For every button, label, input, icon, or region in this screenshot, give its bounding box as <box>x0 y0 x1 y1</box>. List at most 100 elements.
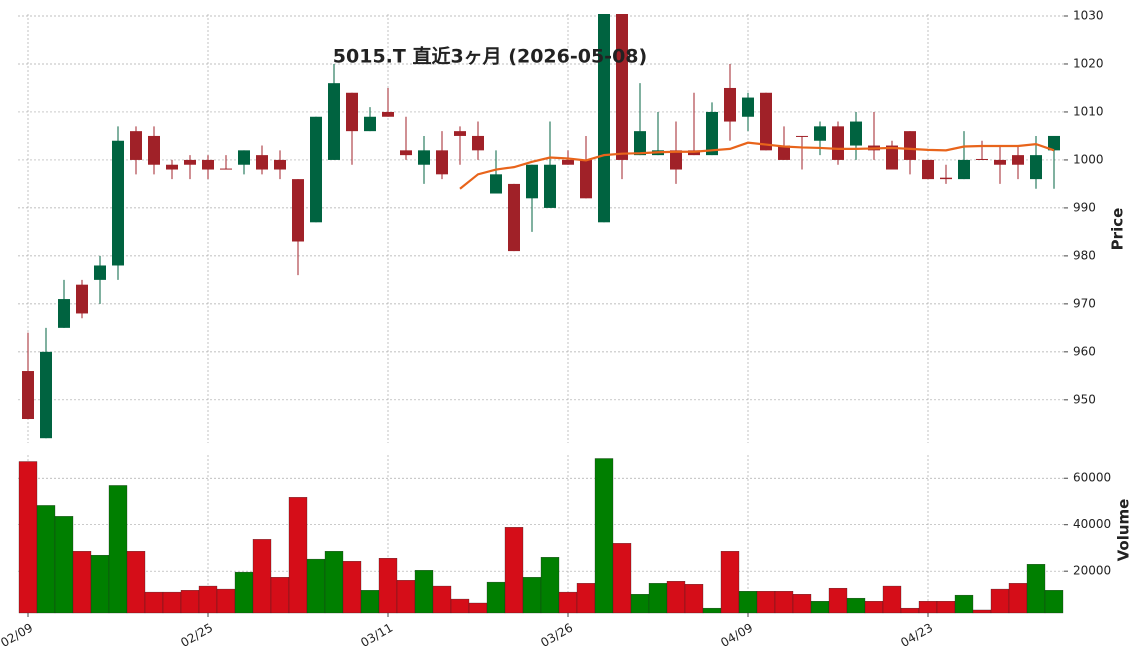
candle-body <box>130 131 142 160</box>
y-tick-label: 1020 <box>1073 56 1104 70</box>
volume-bar <box>522 577 542 614</box>
volume-bar <box>756 591 776 614</box>
volume-bar <box>288 497 308 614</box>
volume-bar <box>468 602 488 614</box>
candle-body <box>382 111 394 117</box>
volume-bar <box>774 591 794 614</box>
volume-bar <box>90 554 110 614</box>
candle-body <box>328 83 340 160</box>
volume-bar <box>792 594 812 614</box>
volume-bar <box>936 601 956 614</box>
volume-bar <box>702 607 722 614</box>
volume-bar <box>414 570 434 614</box>
candle-body <box>256 155 268 170</box>
candle-body <box>40 351 52 439</box>
volume-bar <box>990 588 1010 614</box>
x-tick-label: 02/09 <box>0 621 35 650</box>
volume-axis-label: Volume <box>1115 499 1133 562</box>
volume-bar <box>432 585 452 614</box>
volume-bar <box>306 558 326 614</box>
candle-body <box>490 174 502 194</box>
candle-body <box>238 150 250 165</box>
volume-bar <box>540 557 560 614</box>
x-tick-label: 04/23 <box>898 621 935 650</box>
candle-body <box>220 168 232 170</box>
volume-bar <box>378 558 398 614</box>
moving-average-line <box>459 141 1055 190</box>
x-tick-label: 03/11 <box>358 621 395 650</box>
candle-body <box>94 265 106 280</box>
candle-body <box>562 159 574 165</box>
volume-bar <box>828 587 848 614</box>
candle-body <box>598 14 610 223</box>
candle-body <box>292 179 304 242</box>
volume-bar <box>666 581 686 614</box>
candle-body <box>886 145 898 170</box>
volume-bar <box>270 577 290 614</box>
candle-body <box>202 159 214 170</box>
y-tick-label: 970 <box>1073 296 1096 310</box>
volume-bar <box>720 551 740 614</box>
y-tick-label: 60000 <box>1073 471 1111 485</box>
volume-bar <box>684 584 704 614</box>
volume-bar <box>900 607 920 614</box>
y-tick-label: 1010 <box>1073 104 1104 118</box>
candle-body <box>76 284 88 314</box>
volume-bar <box>1026 564 1046 614</box>
volume-bar <box>396 580 416 614</box>
candle-body <box>904 131 916 160</box>
candle-body <box>148 135 160 165</box>
candle-body <box>580 159 592 199</box>
candle-body <box>22 371 34 420</box>
volume-bar <box>486 581 506 614</box>
chart-title: 5015.T 直近3ヶ月 (2026-05-08) <box>333 45 647 68</box>
candle-body <box>814 126 826 141</box>
volume-bar <box>1008 583 1028 614</box>
candle-body <box>634 131 646 156</box>
volume-bar <box>180 590 200 614</box>
candle-body <box>724 87 736 122</box>
volume-bar <box>1044 590 1064 614</box>
candle-body <box>778 145 790 160</box>
candle-body <box>454 131 466 136</box>
x-tick-label: 04/09 <box>718 621 755 650</box>
volume-bar <box>72 551 92 614</box>
candle-body <box>1012 155 1024 165</box>
candle-body <box>346 92 358 132</box>
volume-bar <box>342 561 362 614</box>
candle-body <box>670 150 682 170</box>
y-axis-label: Price <box>1109 208 1127 251</box>
candle-body <box>922 159 934 180</box>
candle-body <box>976 158 988 160</box>
volume-bar <box>558 591 578 614</box>
y-tick-label: 1000 <box>1073 152 1104 166</box>
candle-body <box>958 159 970 180</box>
y-tick-label: 40000 <box>1073 517 1111 531</box>
volume-bar <box>594 458 614 614</box>
volume-bar <box>972 609 992 614</box>
candle-body <box>274 159 286 170</box>
volume-bar <box>126 551 146 614</box>
candle-body <box>832 126 844 160</box>
volume-bar <box>882 585 902 614</box>
candle-body <box>400 150 412 156</box>
candle-body <box>166 164 178 170</box>
volume-bar <box>162 591 182 614</box>
candle-body <box>436 150 448 175</box>
candle-body <box>742 97 754 117</box>
candle-body <box>1030 155 1042 180</box>
volume-bar <box>198 585 218 614</box>
candle-body <box>706 111 718 156</box>
y-tick-label: 960 <box>1073 344 1096 358</box>
volume-bar <box>36 505 56 614</box>
volume-bar <box>54 516 74 614</box>
volume-bar <box>810 601 830 614</box>
y-tick-label: 1030 <box>1073 9 1104 23</box>
volume-bar <box>918 601 938 614</box>
candle-body <box>472 135 484 151</box>
volume-bar <box>108 485 128 614</box>
volume-bar <box>648 583 668 614</box>
candle-body <box>940 177 952 180</box>
